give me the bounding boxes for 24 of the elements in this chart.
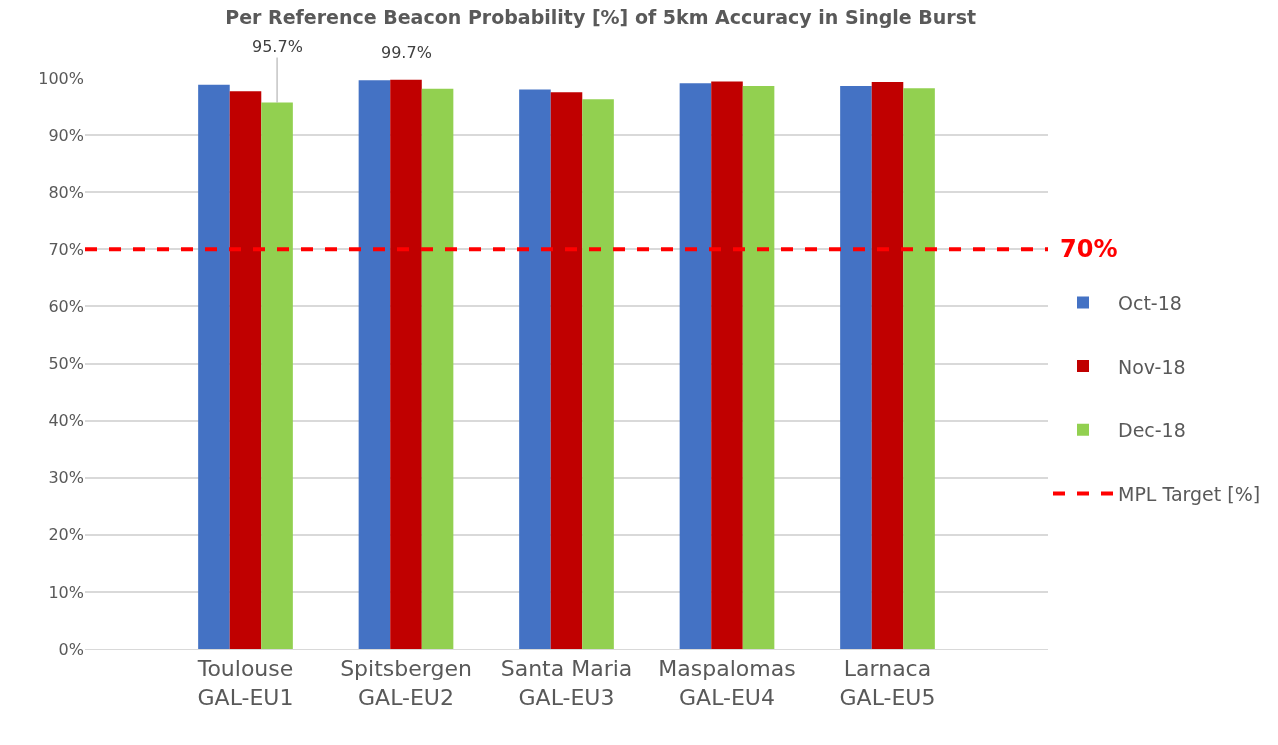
y-tick-label: 40%	[48, 411, 84, 431]
x-tick-label: Larnaca GAL-EU5	[839, 656, 936, 710]
y-tick-label: 0%	[58, 639, 84, 659]
y-tick-label: 20%	[48, 525, 84, 545]
x-tick-label: Toulouse GAL-EU1	[196, 656, 294, 710]
legend-label: Nov-18	[1118, 355, 1186, 378]
data-label: 95.7%	[252, 37, 303, 56]
text: 70%	[1060, 235, 1118, 263]
y-tick-label: 30%	[48, 468, 84, 488]
y-tick-label: 80%	[48, 182, 84, 202]
data-label: 99.7%	[381, 43, 432, 62]
y-tick-label: 10%	[48, 582, 84, 602]
y-tick-label: 90%	[48, 125, 84, 145]
y-tick-label: 60%	[48, 297, 84, 316]
y-tick-label: 50%	[48, 354, 84, 374]
y-tick-label: 100%	[38, 68, 84, 88]
chart-title: Per Reference Beacon Probability [%] of 5km Accuracy in Single Burst	[225, 6, 977, 29]
legend-label: MPL Target [%]	[1118, 482, 1261, 505]
legend-label: Dec-18	[1118, 419, 1186, 442]
y-tick-label: 70%	[48, 239, 84, 259]
x-tick-label: Maspalomas GAL-EU4	[658, 656, 796, 710]
x-tick-label: Santa Maria GAL-EU3	[500, 656, 633, 710]
legend-label: Oct-18	[1118, 291, 1182, 314]
x-tick-label: Spitsbergen GAL-EU2	[340, 656, 472, 710]
